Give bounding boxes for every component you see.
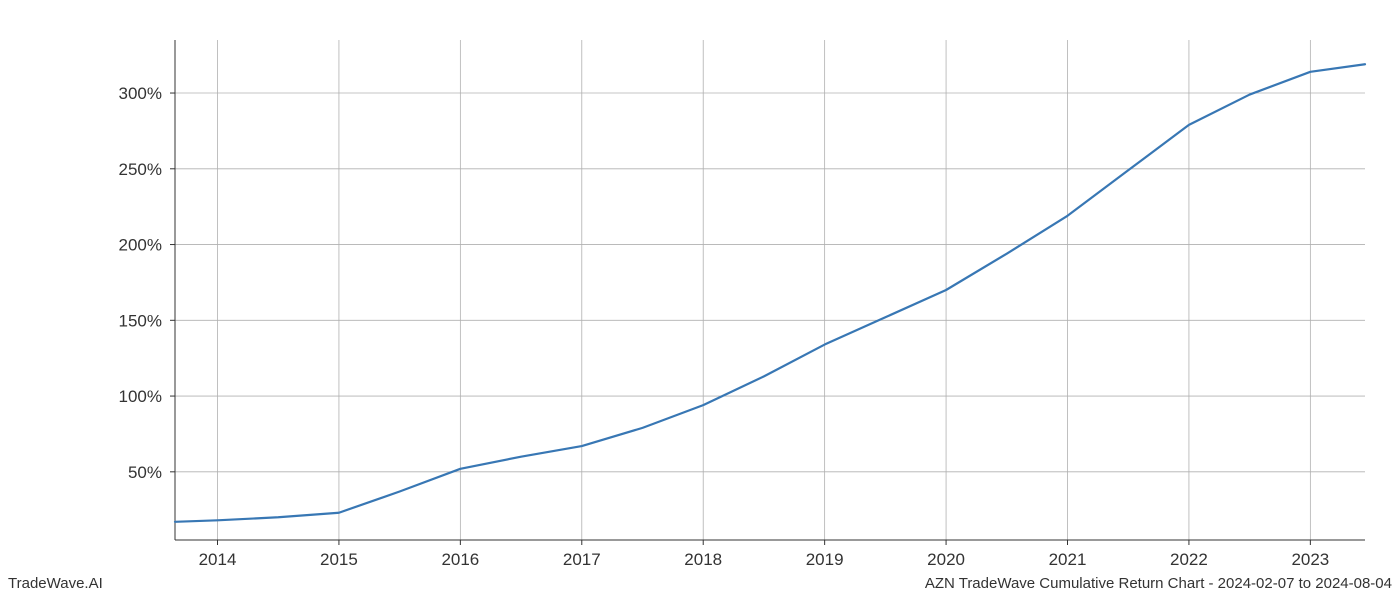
svg-text:2014: 2014 <box>199 550 237 569</box>
chart-container: 2014 2015 2016 2017 2018 2019 2020 2021 2022 2023… <box>0 0 1400 600</box>
footer-brand: TradeWave.AI <box>8 575 103 592</box>
svg-text:2021: 2021 <box>1049 550 1087 569</box>
svg-text:300%: 300% <box>119 84 162 103</box>
svg-text:100%: 100% <box>119 387 162 406</box>
svg-text:2017: 2017 <box>563 550 601 569</box>
svg-text:2022: 2022 <box>1170 550 1208 569</box>
svg-text:2018: 2018 <box>684 550 722 569</box>
svg-text:2015: 2015 <box>320 550 358 569</box>
svg-text:2016: 2016 <box>441 550 479 569</box>
svg-text:250%: 250% <box>119 160 162 179</box>
svg-text:2023: 2023 <box>1291 550 1329 569</box>
svg-text:2019: 2019 <box>806 550 844 569</box>
svg-text:150%: 150% <box>119 311 162 330</box>
svg-text:50%: 50% <box>128 463 162 482</box>
svg-text:200%: 200% <box>119 236 162 255</box>
line-chart: 2014 2015 2016 2017 2018 2019 2020 2021 2022 2023… <box>0 0 1400 600</box>
svg-text:2020: 2020 <box>927 550 965 569</box>
footer-caption: AZN TradeWave Cumulative Return Chart - … <box>925 575 1392 592</box>
